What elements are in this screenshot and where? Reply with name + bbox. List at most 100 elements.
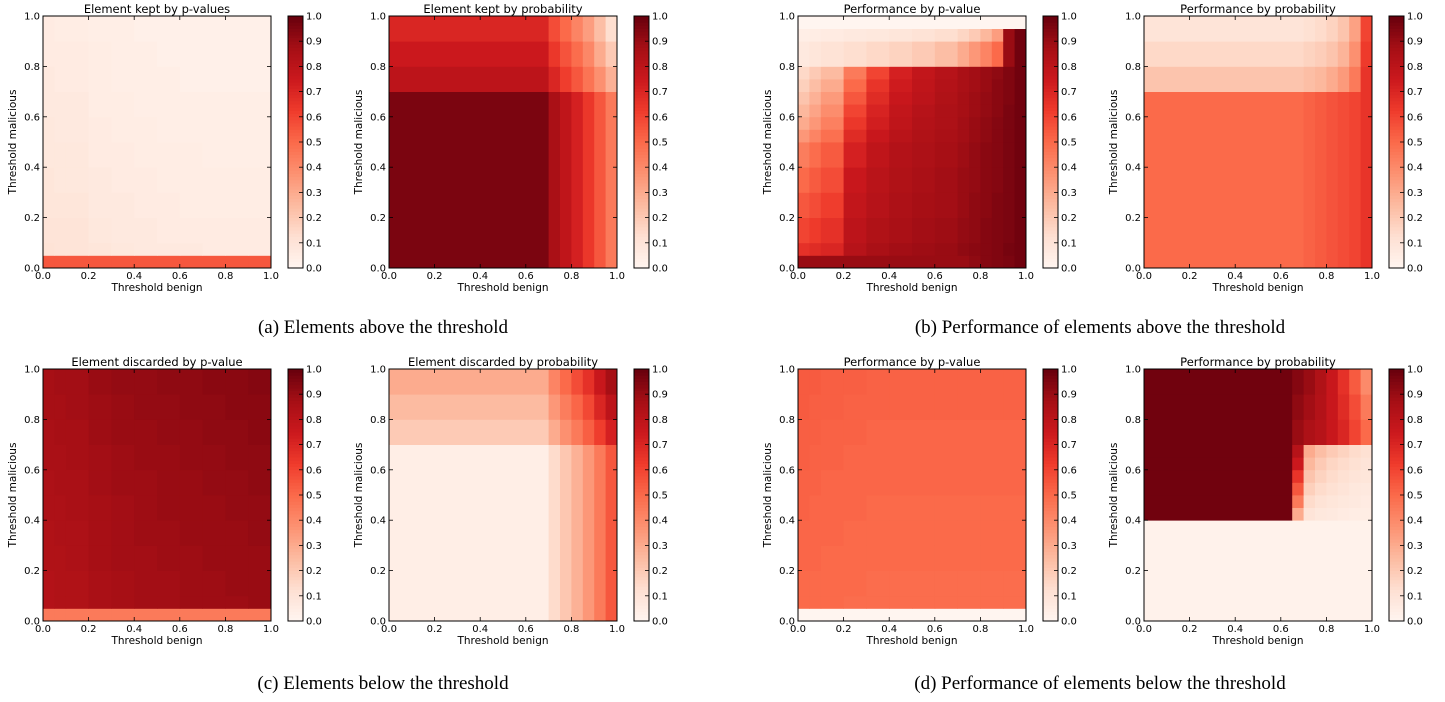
heatmap-cell [1326, 520, 1339, 622]
heatmap-cell [798, 444, 810, 471]
colorbar-tick-label: 0.2 [1407, 213, 1423, 224]
heatmap-cell [957, 192, 970, 218]
colorbar-segment [1043, 211, 1058, 215]
colorbar-segment [1043, 195, 1058, 200]
colorbar-segment [1043, 101, 1058, 105]
x-tick-label: 0.6 [1273, 624, 1289, 635]
colorbar-segment [1043, 558, 1058, 562]
heatmap-cell [1349, 369, 1361, 395]
colorbar-segment [288, 170, 303, 174]
heatmap-cell [571, 419, 584, 445]
heatmap-cell [1003, 255, 1015, 269]
colorbar-segment [634, 422, 649, 427]
colorbar-segment [634, 170, 649, 174]
heatmap-cell [202, 469, 226, 496]
heatmap-cell [1326, 469, 1339, 483]
colorbar-segment [634, 44, 649, 48]
colorbar-segment [634, 457, 649, 461]
heatmap-cell [912, 129, 936, 143]
heatmap-cell [1315, 482, 1327, 496]
heatmap-cell [1003, 217, 1015, 244]
colorbar-segment [288, 208, 303, 212]
y-tick-label: 0.0 [1125, 264, 1141, 275]
colorbar-segment [1389, 463, 1404, 468]
colorbar-segment [288, 586, 303, 590]
heatmap-cell [934, 608, 958, 622]
colorbar-segment [288, 403, 303, 408]
caption-b: (b) Performance of elements above the th… [915, 317, 1286, 338]
heatmap-cell [202, 217, 226, 244]
colorbar-segment [1389, 239, 1404, 244]
heatmap-cell [843, 41, 867, 67]
colorbar-segment [1043, 479, 1058, 483]
heatmap-cell [179, 217, 203, 244]
heatmap-cell [980, 104, 993, 118]
heatmap-cell [1003, 79, 1015, 92]
colorbar-segment [1043, 142, 1058, 146]
heatmap-cell [912, 469, 936, 496]
colorbar-segment [1389, 160, 1404, 165]
colorbar-segment [288, 107, 303, 111]
colorbar-segment [1043, 258, 1058, 263]
heatmap-cell [225, 41, 249, 67]
heatmap-cell [991, 192, 1004, 218]
heatmap-cell [248, 545, 272, 571]
colorbar-tick-label: 0.6 [306, 112, 322, 123]
colorbar-segment [1389, 384, 1404, 389]
colorbar-tick-label: 0.6 [1407, 465, 1423, 476]
heatmap-cell [809, 242, 822, 256]
caption-a: (a) Elements above the threshold [258, 317, 509, 338]
heatmap-cell [1303, 91, 1316, 269]
heatmap-cell [594, 444, 606, 622]
heatmap-cell [248, 142, 272, 168]
heatmap-cell [843, 545, 867, 571]
heatmap-cell [1337, 91, 1350, 269]
x-tick-label: 0.8 [972, 271, 988, 282]
heatmap-cell [957, 469, 981, 496]
colorbar-segment [1389, 192, 1404, 196]
heatmap-cell [934, 217, 958, 244]
heatmap-cell [111, 608, 135, 622]
colorbar-segment [288, 441, 303, 445]
heatmap-cell [798, 129, 810, 143]
colorbar-segment [1043, 517, 1058, 521]
colorbar-segment [288, 576, 303, 581]
heatmap-cell [866, 167, 890, 193]
heatmap-cell [1292, 369, 1304, 395]
heatmap-cell [1144, 469, 1293, 483]
heatmap-cell [65, 142, 89, 168]
colorbar-segment [1389, 520, 1404, 524]
colorbar-segment [1043, 41, 1058, 45]
colorbar-tick-label: 1.0 [652, 365, 668, 376]
heatmap-cell [912, 242, 936, 256]
colorbar-segment [1389, 41, 1404, 45]
colorbar-segment [634, 135, 649, 140]
colorbar-segment [1389, 34, 1404, 39]
heatmap-cell [889, 570, 913, 597]
y-tick-label: 0.8 [779, 415, 795, 426]
colorbar-segment [634, 198, 649, 203]
colorbar-segment [288, 16, 303, 20]
colorbar-segment [634, 249, 649, 253]
colorbar-segment [634, 526, 649, 531]
heatmap-panel-2: 0.0 0.2 0.4 0.6 0.8 1.00.00.20.40.60.81.0Elem… [353, 2, 668, 294]
heatmap-cell [134, 66, 158, 92]
colorbar-segment [1389, 416, 1404, 420]
heatmap-cell [65, 444, 89, 471]
colorbar-segment [288, 82, 303, 86]
heatmap-cell [1315, 469, 1327, 483]
colorbar-segment [1389, 435, 1404, 439]
colorbar-tick-label: 0.8 [652, 415, 668, 426]
y-tick-label: 0.0 [24, 617, 40, 628]
colorbar-segment [1043, 589, 1058, 594]
x-tick-label: 0.6 [1273, 271, 1289, 282]
heatmap-cell [88, 419, 112, 445]
heatmap-cell [111, 142, 135, 168]
colorbar-tick-label: 0.9 [652, 390, 668, 401]
colorbar-segment [1043, 454, 1058, 458]
heatmap-cell [889, 394, 913, 420]
heatmap-panel-8: 0.0 0.2 0.4 0.6 0.8 1.00.00.20.40.60.81.0Perf… [1108, 355, 1423, 647]
colorbar-segment [1043, 413, 1058, 417]
colorbar-segment [1389, 126, 1404, 130]
heatmap-cell [798, 520, 810, 546]
